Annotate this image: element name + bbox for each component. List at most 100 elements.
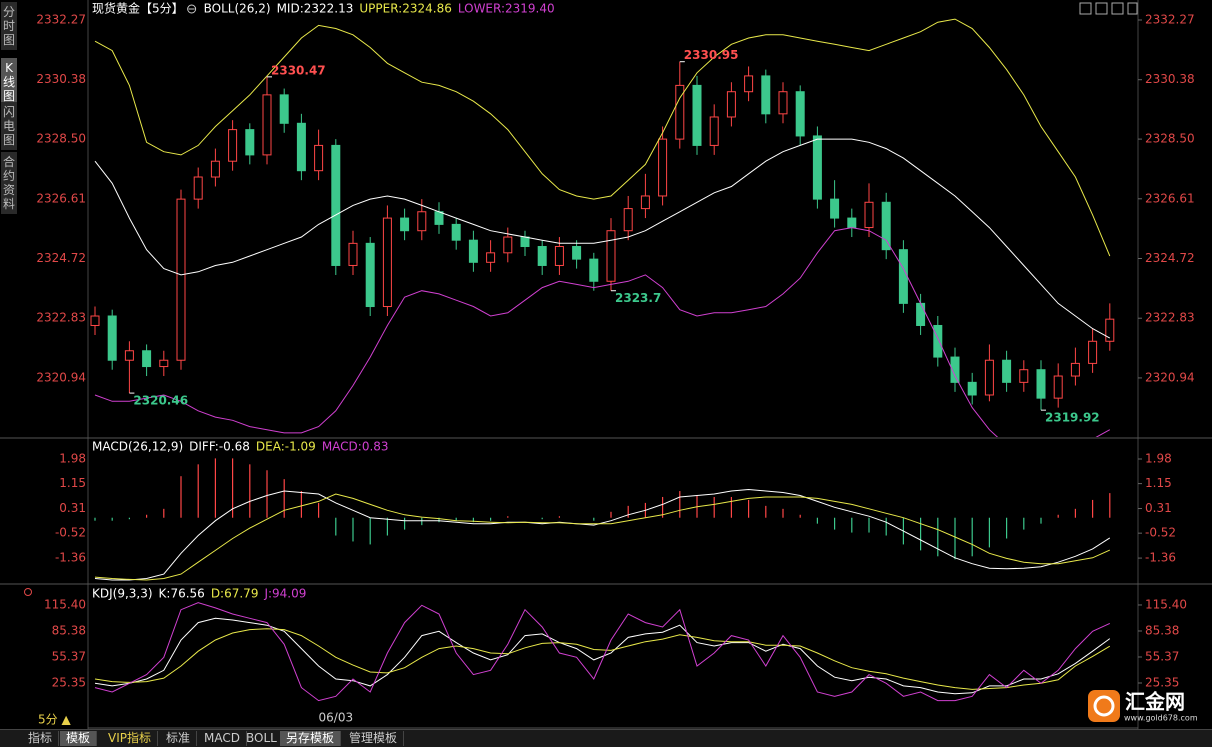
toolbar-tab[interactable]: 另存模板 — [280, 731, 342, 746]
legend-label: LOWER:2319.40 — [458, 2, 555, 16]
candle-body — [881, 201, 891, 251]
legend-label: 现货黄金【5分】 — [92, 1, 184, 16]
candle-body — [933, 324, 943, 358]
icon[interactable] — [1079, 2, 1092, 15]
candle-body — [554, 246, 564, 266]
logo-name: 汇金网 — [1125, 690, 1185, 714]
side-tab[interactable]: 分时图 — [1, 2, 17, 51]
y-tick-label: 55.37 — [1145, 649, 1179, 663]
legend-icon — [187, 4, 197, 14]
candle-body — [984, 359, 994, 396]
side-tab[interactable]: 合约资料 — [1, 152, 17, 215]
y-tick-label: 2328.50 — [1145, 132, 1195, 146]
window-icons — [1079, 2, 1138, 15]
side-tab[interactable]: 闪电图 — [1, 102, 17, 151]
y-tick-label: 2324.72 — [1145, 251, 1195, 265]
extreme-label: 2323.7 — [615, 291, 661, 305]
y-tick-label: 85.38 — [1145, 623, 1179, 637]
candle-body — [296, 122, 306, 172]
legend-label: DEA:-1.09 — [256, 440, 316, 454]
candle-body — [898, 249, 908, 304]
candle-body — [245, 129, 255, 156]
legend-label: K:76.56 — [159, 587, 205, 601]
y-tick-label: 115.40 — [44, 597, 86, 611]
y-tick-label: 85.38 — [52, 623, 86, 637]
y-tick-label: 2332.27 — [1145, 13, 1195, 27]
legend-label: D:67.79 — [211, 587, 259, 601]
side-tab[interactable]: K线图 — [1, 58, 17, 107]
candle-body — [830, 198, 840, 219]
candle-body — [331, 144, 341, 266]
candle-body — [1053, 375, 1063, 399]
candle-body — [606, 230, 616, 282]
extreme-label: 2320.46 — [133, 394, 188, 408]
toolbar-tab[interactable]: 指标 — [22, 731, 60, 746]
toolbar-tab[interactable]: 管理模板 — [343, 731, 405, 746]
toolbar-tab[interactable]: MACD — [198, 731, 247, 746]
icon[interactable] — [1111, 2, 1124, 15]
candle-body — [468, 239, 478, 263]
candle-body — [176, 198, 186, 361]
candle-body — [744, 75, 754, 93]
toolbar-tab[interactable]: 模板 — [60, 731, 98, 746]
candle-body — [1088, 340, 1098, 364]
candle-body — [1070, 362, 1080, 377]
candle-body — [1019, 369, 1029, 383]
y-tick-label: 2330.38 — [36, 72, 86, 86]
legend-label: MID:2322.13 — [277, 2, 354, 16]
y-tick-label: 55.37 — [52, 649, 86, 663]
candle-body — [950, 356, 960, 383]
indicator-line — [94, 493, 1111, 581]
plot-area — [94, 458, 1111, 581]
candle-body — [228, 129, 238, 162]
y-tick-label: -0.52 — [55, 526, 86, 540]
indicator-line — [94, 138, 1111, 339]
candle-body — [365, 242, 375, 308]
x-tick-label: 06/03 — [319, 711, 354, 725]
y-tick-label: 1.15 — [1145, 476, 1172, 490]
candle-body — [348, 242, 358, 266]
toolbar-tab[interactable]: BOLL — [240, 731, 284, 746]
y-tick-label: 2326.61 — [36, 191, 86, 205]
candle-body — [692, 84, 702, 146]
candle-body — [382, 217, 392, 308]
candle-body — [314, 144, 324, 172]
y-tick-label: 2328.50 — [36, 132, 86, 146]
candle-body — [262, 94, 272, 156]
icon[interactable] — [1127, 2, 1138, 15]
icon[interactable] — [1095, 2, 1108, 15]
candle-body — [1002, 359, 1012, 383]
candle-body — [864, 201, 874, 229]
plot-area — [94, 602, 1111, 702]
candle-body — [159, 359, 169, 368]
candle-body — [916, 302, 926, 326]
candle-body — [778, 91, 788, 115]
legend-label: DIFF:-0.68 — [189, 440, 250, 454]
indicator-line — [94, 227, 1111, 437]
y-tick-label: 0.31 — [1145, 501, 1172, 515]
candle-body — [761, 75, 771, 115]
period-label: 5分 ▲ — [38, 713, 71, 727]
candle-body — [658, 138, 668, 197]
y-tick-label: 1.98 — [1145, 451, 1172, 465]
toolbar-tab[interactable]: VIP指标 — [102, 731, 158, 746]
indicator-line — [94, 617, 1111, 695]
legend-label: KDJ(9,3,3) — [92, 587, 153, 601]
candle-body — [812, 135, 822, 200]
y-tick-label: 2320.94 — [36, 370, 86, 384]
y-tick-label: 1.98 — [59, 451, 86, 465]
legend-label: MACD(26,12,9) — [92, 440, 183, 454]
toolbar-tab[interactable]: 标准 — [160, 731, 198, 746]
candle-body — [107, 315, 117, 361]
candle-body — [193, 176, 203, 200]
candle-body — [1105, 318, 1115, 342]
y-tick-label: 115.40 — [1145, 597, 1187, 611]
extreme-label: 2330.95 — [684, 48, 739, 62]
y-tick-label: -1.36 — [55, 551, 86, 565]
candle-body — [709, 116, 719, 146]
candle-body — [451, 223, 461, 241]
y-tick-label: 1.15 — [59, 476, 86, 490]
legend-label: J:94.09 — [263, 587, 306, 601]
